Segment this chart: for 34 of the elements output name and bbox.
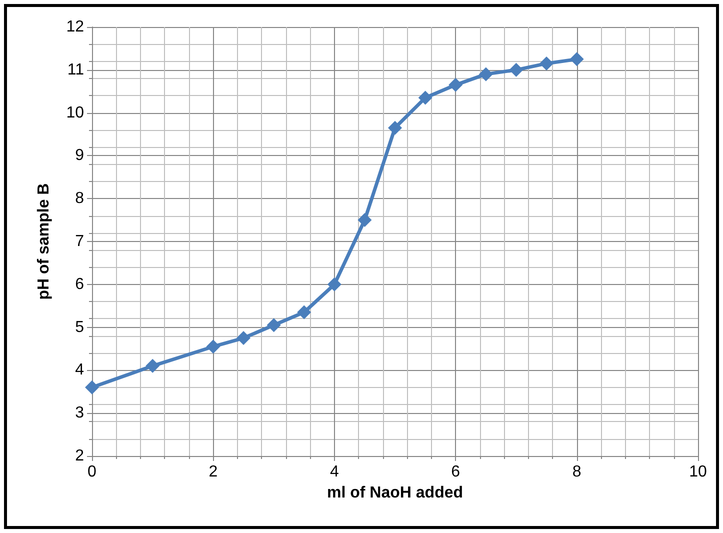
point: [509, 62, 524, 77]
y-tick-label: 9: [75, 147, 84, 164]
x-tick-label: 6: [451, 464, 460, 480]
x-tick-label: 0: [88, 464, 97, 480]
y-tick-label: 2: [75, 448, 84, 464]
point: [266, 318, 281, 332]
y-tick-label: 10: [66, 104, 84, 122]
point: [297, 305, 312, 320]
x-tick-label: 8: [572, 464, 582, 480]
point: [327, 277, 342, 292]
y-tick-label: 7: [75, 233, 84, 250]
y-tick-label: 8: [75, 190, 84, 208]
x-axis-title: ml of NaoH added: [326, 484, 464, 502]
point: [236, 331, 250, 346]
y-tick-label: 6: [75, 276, 84, 293]
y-tick-label: 3: [75, 404, 84, 422]
y-tick-label: 12: [66, 18, 84, 36]
point: [540, 56, 554, 70]
y-axis-title: pH of sample B: [36, 183, 52, 300]
point: [570, 52, 584, 66]
point: [418, 90, 432, 105]
point: [448, 78, 463, 92]
point: [478, 67, 493, 82]
x-tick-label: 4: [330, 464, 339, 480]
point: [85, 380, 99, 394]
point: [206, 340, 220, 354]
point: [358, 213, 372, 228]
x-tick-label: 10: [689, 464, 707, 480]
point: [146, 358, 160, 373]
y-tick-label: 5: [75, 318, 84, 336]
y-tick-label: 4: [75, 362, 84, 379]
y-tick-label: 11: [67, 61, 84, 78]
x-tick-label: 2: [208, 464, 218, 480]
point: [388, 120, 402, 135]
